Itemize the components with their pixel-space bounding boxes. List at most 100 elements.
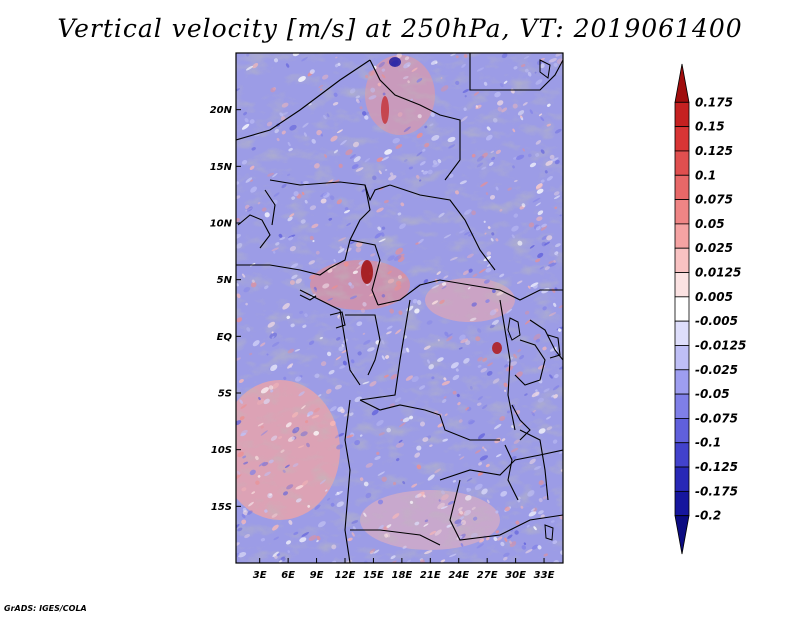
field-speckle bbox=[241, 123, 250, 130]
field-speckle bbox=[465, 495, 472, 501]
field-speckle bbox=[364, 158, 371, 163]
field-speckle bbox=[399, 422, 406, 428]
field-speckle bbox=[458, 453, 461, 456]
field-speckle bbox=[282, 491, 289, 496]
field-speckle bbox=[546, 426, 553, 431]
field-speckle bbox=[492, 117, 498, 123]
field-speckle bbox=[554, 252, 559, 257]
credit-label: GrADS: IGES/COLA bbox=[4, 604, 87, 613]
lat-tick-label: 20N bbox=[210, 105, 233, 116]
field-speckle bbox=[381, 294, 386, 298]
field-speckle bbox=[314, 163, 320, 169]
lat-tick-label: 10S bbox=[211, 445, 232, 456]
field-speckle bbox=[475, 336, 481, 342]
field-speckle bbox=[553, 62, 558, 67]
field-speckle bbox=[319, 336, 323, 340]
legend-label: -0.125 bbox=[695, 460, 738, 474]
field-speckle bbox=[423, 523, 429, 527]
legend-label: 0.125 bbox=[695, 144, 733, 158]
legend-swatch bbox=[674, 174, 690, 200]
field-speckle bbox=[431, 284, 440, 289]
legend-label: 0.005 bbox=[695, 290, 733, 304]
legend-label: -0.1 bbox=[695, 436, 721, 450]
field-speckle bbox=[293, 531, 299, 535]
legend-label: -0.025 bbox=[695, 363, 738, 377]
field-speckle bbox=[529, 109, 533, 114]
field-speckle bbox=[435, 61, 438, 64]
field-speckle bbox=[543, 553, 548, 557]
field-speckle bbox=[519, 355, 525, 360]
field-speckle bbox=[459, 334, 466, 341]
field-speckle bbox=[343, 209, 351, 214]
field-speckle bbox=[355, 247, 362, 253]
field-speckle bbox=[552, 540, 558, 545]
field-speckle bbox=[238, 378, 244, 384]
field-speckle bbox=[395, 280, 402, 286]
field-speckle bbox=[477, 364, 482, 368]
field-speckle bbox=[374, 456, 381, 460]
field-speckle bbox=[312, 240, 315, 243]
field-speckle bbox=[472, 273, 478, 278]
field-speckle bbox=[335, 356, 342, 361]
velocity-field bbox=[236, 53, 563, 563]
field-speckle bbox=[545, 160, 553, 166]
legend-swatch bbox=[674, 247, 690, 273]
field-speckle bbox=[341, 343, 345, 348]
field-speckle bbox=[462, 88, 470, 94]
field-speckle bbox=[244, 204, 250, 210]
field-speckle bbox=[258, 461, 266, 467]
field-speckle bbox=[529, 162, 537, 168]
field-speckle bbox=[249, 352, 253, 356]
field-speckle bbox=[497, 100, 504, 106]
field-speckle bbox=[398, 439, 403, 443]
field-speckle bbox=[338, 237, 347, 242]
field-speckle bbox=[512, 128, 516, 133]
field-speckle bbox=[443, 377, 447, 381]
field-speckle bbox=[485, 299, 490, 303]
field-speckle bbox=[386, 331, 392, 335]
field-speckle bbox=[245, 302, 248, 306]
map-panel: 20N 15N 10N 5N EQ 5S 10S 15S 3E 6E 9E 12E 15E 18E 21E… bbox=[210, 52, 564, 581]
field-speckle bbox=[466, 487, 469, 490]
field-speckle bbox=[482, 446, 485, 449]
field-speckle bbox=[272, 382, 279, 390]
field-speckle bbox=[272, 524, 279, 531]
field-speckle bbox=[376, 419, 384, 426]
field-speckle bbox=[531, 544, 539, 550]
field-speckle bbox=[521, 545, 527, 550]
field-speckle bbox=[437, 339, 440, 342]
field-speckle bbox=[373, 549, 380, 554]
field-speckle bbox=[287, 363, 294, 369]
field-speckle bbox=[459, 456, 465, 460]
field-speckle bbox=[236, 283, 239, 287]
field-speckle bbox=[554, 206, 558, 210]
field-speckle bbox=[304, 313, 308, 318]
field-speckle bbox=[251, 279, 255, 283]
field-speckle bbox=[288, 236, 294, 241]
field-speckle bbox=[477, 356, 483, 362]
field-speckle bbox=[260, 387, 269, 394]
field-speckle bbox=[283, 376, 287, 380]
field-speckle bbox=[316, 129, 322, 136]
field-speckle bbox=[245, 207, 253, 212]
legend-label: 0.075 bbox=[695, 193, 733, 207]
field-speckle bbox=[241, 487, 247, 492]
field-speckle bbox=[495, 238, 499, 242]
field-speckle bbox=[458, 419, 463, 423]
field-speckle bbox=[553, 191, 560, 196]
field-speckle bbox=[374, 232, 382, 239]
legend-swatch bbox=[674, 345, 690, 371]
field-speckle bbox=[248, 501, 254, 507]
field-speckle bbox=[499, 416, 506, 421]
field-speckle bbox=[397, 212, 402, 216]
field-speckle bbox=[424, 125, 428, 129]
field-speckle bbox=[397, 275, 402, 280]
field-speckle bbox=[355, 95, 360, 99]
field-speckle bbox=[384, 149, 393, 155]
field-speckle bbox=[251, 147, 256, 151]
field-speckle bbox=[554, 251, 559, 255]
field-speckle bbox=[479, 538, 485, 543]
field-speckle bbox=[486, 499, 490, 504]
field-speckle bbox=[520, 115, 523, 118]
